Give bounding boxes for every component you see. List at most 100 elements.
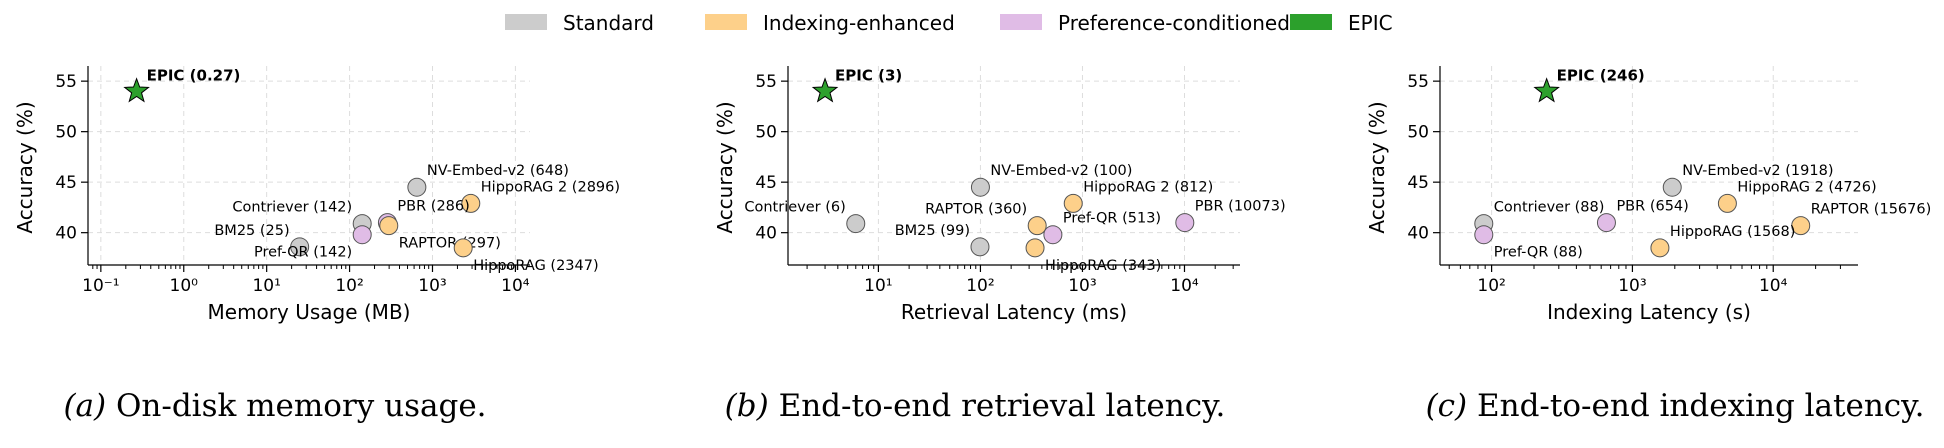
point-bm25-99 — [970, 237, 990, 257]
y-tick-label: 40 — [55, 224, 77, 244]
panel-retrieval-latency: 10¹ 10² 10³ 10⁴ 40 45 50 55 Retrieval Latency (m… — [713, 66, 1286, 324]
point-label-contriever-142: Contriever (142) — [232, 200, 352, 216]
point-label-contriever-88: Contriever (88) — [1494, 200, 1605, 216]
point-raptor-297 — [379, 216, 399, 236]
point-label-bm25-25: BM25 (25) — [214, 223, 289, 239]
y-tick-label: 45 — [1407, 173, 1429, 193]
point-label-pbr-10073: PBR (10073) — [1195, 199, 1286, 215]
point-contriever-6 — [846, 214, 866, 234]
y-tick-label: 55 — [755, 72, 777, 92]
point-label-pref-qr-513: Pref-QR (513) — [1063, 211, 1161, 227]
point-label-hipporag-1568: HippoRAG (1568) — [1670, 224, 1795, 240]
y-tick-label: 55 — [1407, 72, 1429, 92]
point-label-nv-embed-v2-1918: NV-Embed-v2 (1918) — [1682, 163, 1833, 179]
point-hipporag-1568 — [1650, 238, 1670, 258]
legend-swatch-standard — [505, 14, 547, 30]
caption-a: (a) On-disk memory usage. — [63, 388, 486, 424]
point-label-pref-qr-142: Pref-QR (142) — [254, 245, 352, 261]
point-label-nv-embed-v2-648: NV-Embed-v2 (648) — [427, 163, 569, 179]
point-nv-embed-v2-1918 — [1662, 177, 1682, 197]
caption-c-tag: (c) — [1425, 388, 1468, 424]
point-label-hipporag-2347: HippoRAG (2347) — [473, 258, 598, 274]
point-epic-246 — [1533, 77, 1560, 103]
caption-b-tag: (b) — [724, 388, 769, 424]
y-axis-label: Accuracy (%) — [13, 101, 37, 233]
point-hipporag-2-812 — [1063, 193, 1083, 213]
point-epic-0-27 — [123, 77, 150, 103]
panel-memory-usage: 10⁻¹ 10⁰ 10¹ 10² 10³ 10⁴ 40 45 50 55 Memory Usage … — [13, 66, 620, 324]
point-label-pref-qr-88: Pref-QR (88) — [1494, 245, 1583, 261]
y-tick-label: 50 — [755, 123, 777, 143]
point-bm25-25 — [290, 237, 310, 257]
point-label-raptor-297: RAPTOR (297) — [399, 236, 501, 252]
x-axis-label: Retrieval Latency (ms) — [901, 300, 1127, 324]
legend-swatch-epic — [1290, 14, 1332, 30]
x-tick-label: 10⁴ — [1170, 276, 1199, 296]
point-pref-qr-142 — [352, 225, 372, 245]
point-raptor-15676 — [1791, 216, 1811, 236]
x-tick-label: 10² — [335, 276, 363, 296]
point-label-pbr-286: PBR (286) — [397, 199, 469, 215]
point-label-hipporag-2-812: HippoRAG 2 (812) — [1083, 179, 1213, 195]
point-nv-embed-v2-100 — [970, 177, 990, 197]
x-tick-label: 10³ — [418, 276, 446, 296]
x-axis-label: Memory Usage (MB) — [208, 300, 411, 324]
point-label-pbr-654: PBR (654) — [1616, 199, 1688, 215]
point-label-hipporag-2-2896: HippoRAG 2 (2896) — [481, 179, 620, 195]
y-tick-label: 40 — [1407, 224, 1429, 244]
point-pref-qr-513 — [1043, 225, 1063, 245]
legend-swatch-preference-conditioned — [1000, 14, 1042, 30]
y-axis-label: Accuracy (%) — [713, 101, 737, 233]
x-tick-label: 10⁴ — [501, 276, 530, 296]
point-label-bm25-99: BM25 (99) — [895, 223, 970, 239]
x-tick-label: 10³ — [1618, 276, 1646, 296]
point-nv-embed-v2-648 — [407, 177, 427, 197]
x-tick-label: 10³ — [1068, 276, 1096, 296]
y-axis-label: Accuracy (%) — [1365, 101, 1389, 233]
caption-b: (b) End-to-end retrieval latency. — [725, 388, 1226, 424]
point-hipporag-343 — [1025, 238, 1045, 258]
caption-c-text: End-to-end indexing latency. — [1467, 388, 1925, 424]
caption-b-text: End-to-end retrieval latency. — [768, 388, 1226, 424]
x-tick-label: 10² — [1477, 276, 1505, 296]
point-raptor-360 — [1027, 216, 1047, 236]
caption-a-text: On-disk memory usage. — [106, 388, 487, 424]
point-label-epic-3: EPIC (3) — [835, 66, 902, 84]
x-tick-label: 10⁴ — [1759, 276, 1788, 296]
legend-label-preference-conditioned: Preference-conditioned — [1058, 11, 1290, 35]
point-label-epic-0-27: EPIC (0.27) — [147, 66, 241, 84]
point-pbr-10073 — [1175, 213, 1195, 233]
point-label-raptor-360: RAPTOR (360) — [925, 202, 1027, 218]
legend-label-standard: Standard — [563, 11, 654, 35]
legend-swatch-indexing-enhanced — [705, 14, 747, 30]
point-label-contriever-6: Contriever (6) — [744, 200, 845, 216]
point-pbr-654 — [1596, 213, 1616, 233]
point-epic-3 — [811, 77, 839, 103]
x-tick-label: 10⁰ — [170, 276, 199, 296]
y-tick-label: 50 — [55, 123, 77, 143]
y-tick-label: 55 — [55, 72, 77, 92]
x-tick-label: 10¹ — [252, 276, 280, 296]
caption-a-tag: (a) — [63, 388, 107, 424]
point-hipporag-2-4726 — [1717, 193, 1737, 213]
point-pref-qr-88 — [1474, 225, 1494, 245]
y-tick-label: 45 — [755, 173, 777, 193]
point-label-epic-246: EPIC (246) — [1557, 66, 1645, 84]
y-tick-label: 45 — [55, 173, 77, 193]
y-tick-label: 50 — [1407, 123, 1429, 143]
panel-indexing-latency: 10² 10³ 10⁴ 40 45 50 55 Indexing Latency (s) Acc… — [1365, 66, 1931, 324]
legend-label-epic: EPIC — [1348, 11, 1393, 35]
x-tick-label: 10⁻¹ — [82, 276, 119, 296]
point-hipporag-2347 — [453, 238, 473, 258]
point-hipporag-2-2896 — [461, 193, 481, 213]
caption-c: (c) End-to-end indexing latency. — [1426, 388, 1925, 424]
point-label-nv-embed-v2-100: NV-Embed-v2 (100) — [990, 163, 1132, 179]
point-label-hipporag-2-4726: HippoRAG 2 (4726) — [1737, 179, 1876, 195]
point-label-hipporag-343: HippoRAG (343) — [1045, 258, 1161, 274]
point-label-raptor-15676: RAPTOR (15676) — [1811, 202, 1932, 218]
legend: Standard Indexing-enhanced Preference-cond… — [505, 11, 1393, 35]
y-tick-label: 40 — [755, 224, 777, 244]
x-axis-label: Indexing Latency (s) — [1547, 300, 1751, 324]
x-tick-label: 10² — [966, 276, 994, 296]
